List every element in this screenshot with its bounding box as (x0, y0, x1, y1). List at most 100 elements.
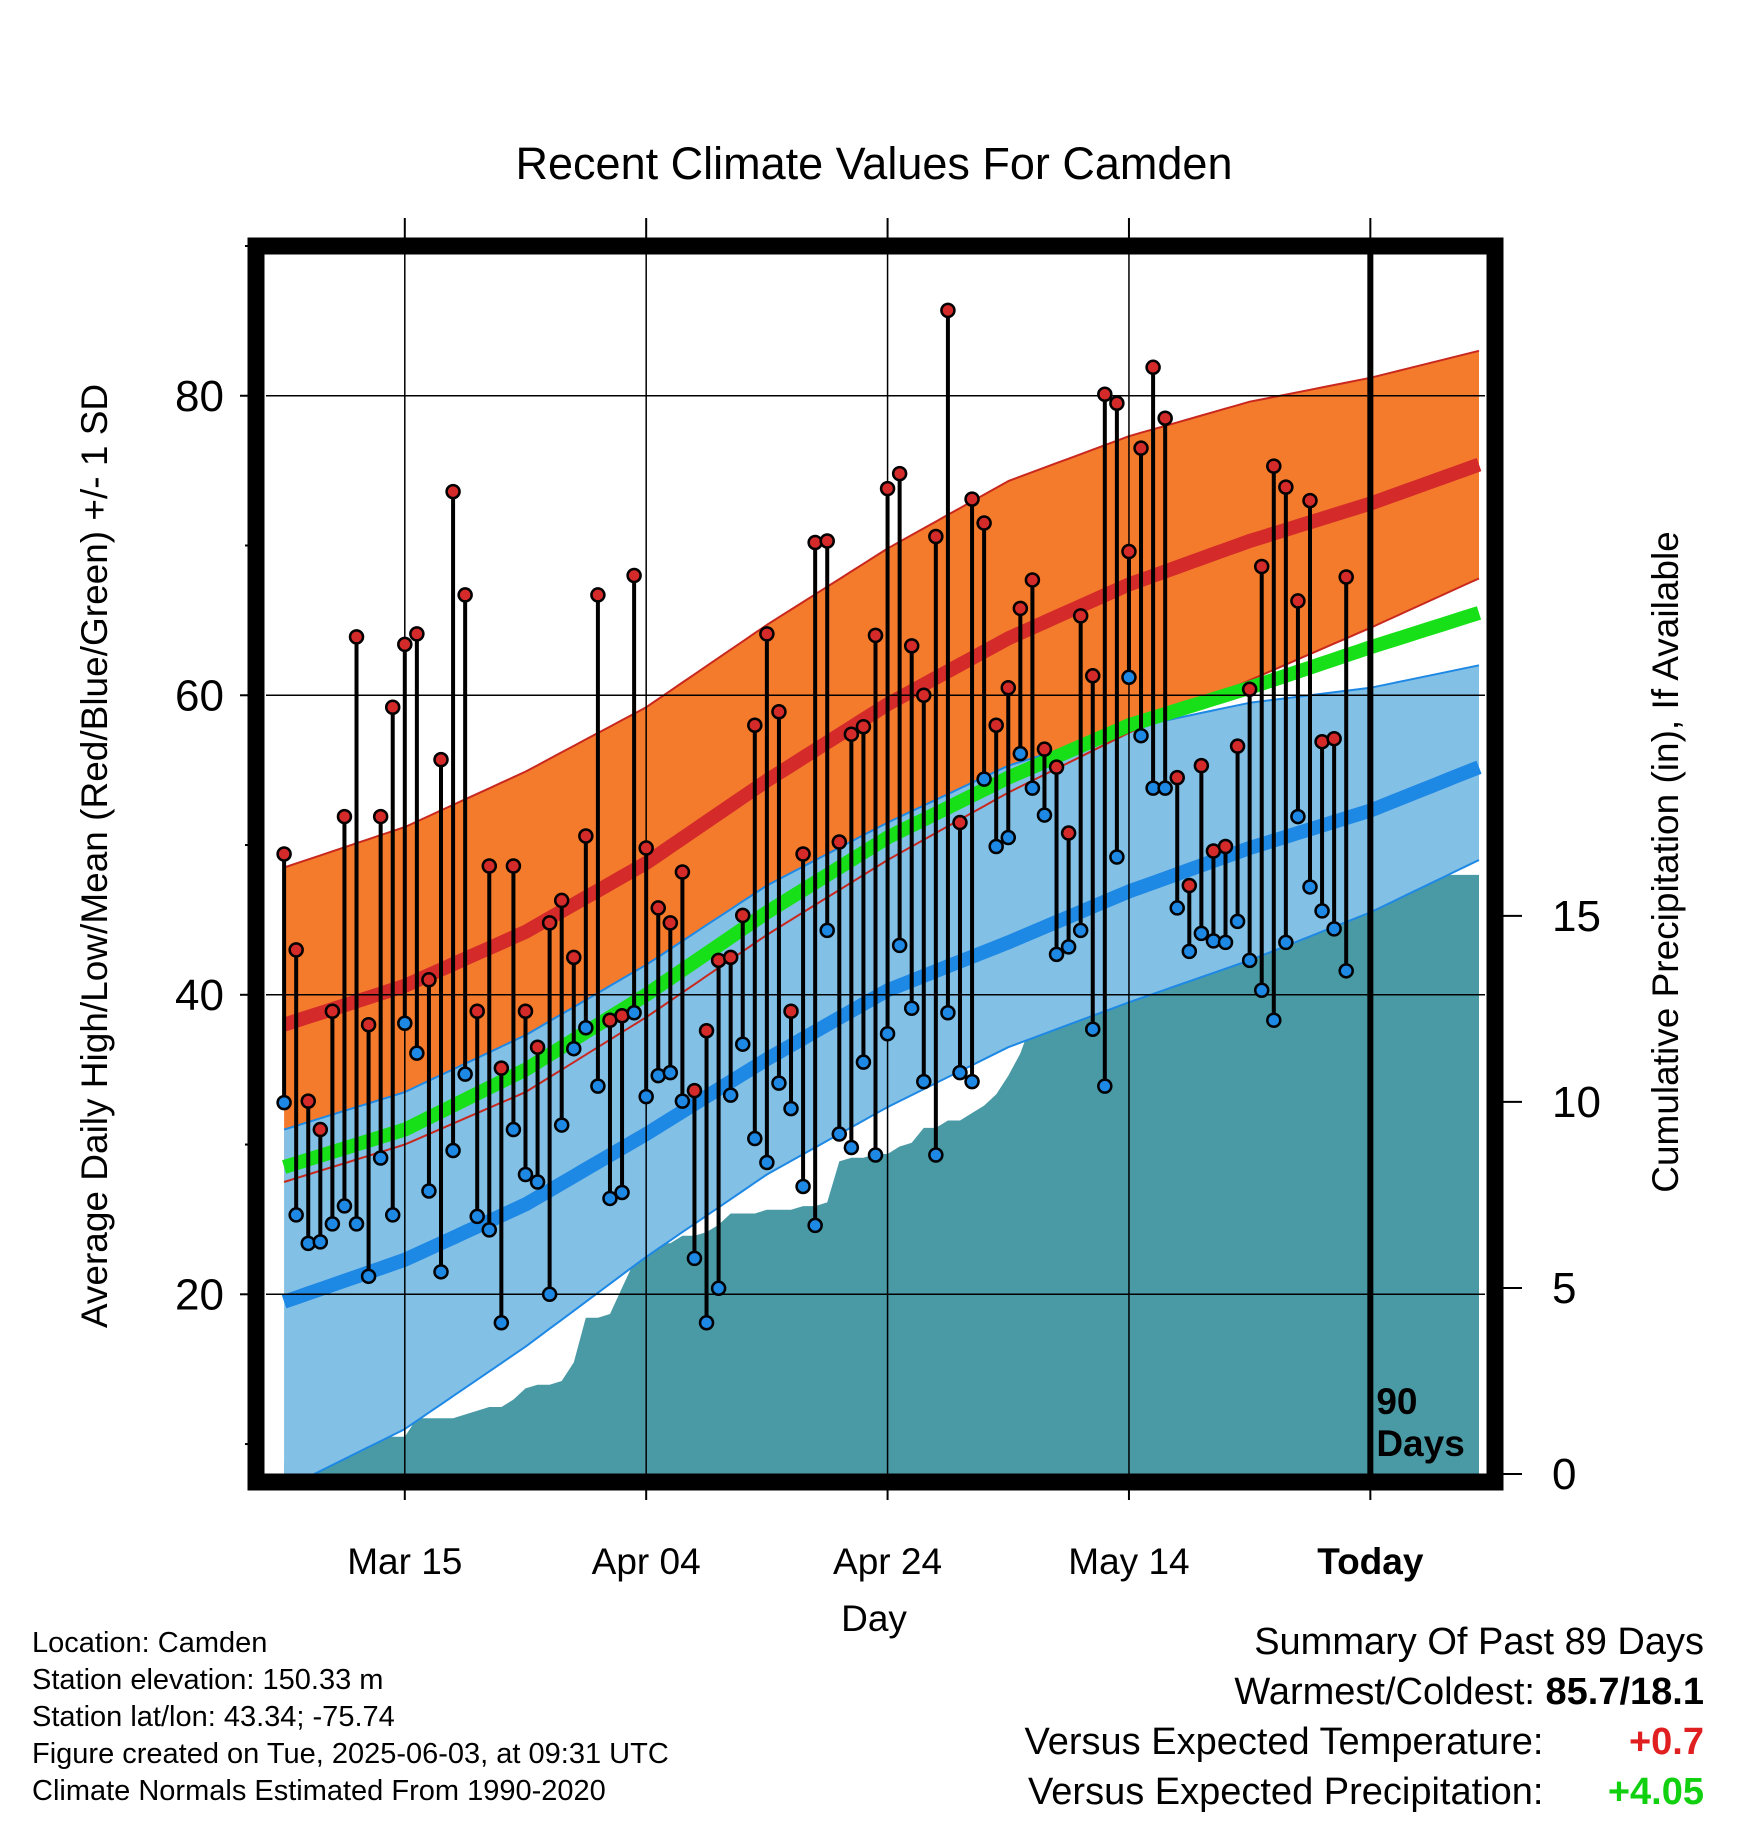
high-point (759, 626, 775, 642)
low-point (626, 1005, 642, 1021)
y2-tick-label: 5 (1552, 1264, 1576, 1313)
low-point (578, 1019, 594, 1036)
low-point (1302, 879, 1318, 895)
precip-anomaly-label: Versus Expected Precipitation: (1028, 1771, 1544, 1813)
low-point (348, 1216, 365, 1232)
low-point (771, 1075, 787, 1091)
low-point (879, 1025, 896, 1042)
low-point (952, 1064, 968, 1081)
low-point (1241, 952, 1258, 969)
y2-axis-label: Cumulative Precipitation (in), If Availa… (1645, 531, 1686, 1193)
high-point (384, 699, 401, 715)
low-point (747, 1130, 763, 1147)
low-point (674, 1093, 691, 1109)
high-point (686, 1082, 703, 1099)
low-point (783, 1100, 799, 1117)
low-upper-line (283, 664, 1480, 1131)
high-point (517, 1003, 534, 1020)
high-point (578, 828, 594, 844)
low-point (795, 1178, 811, 1195)
high-point (372, 808, 389, 825)
high-point (1109, 395, 1125, 411)
y-axis-label: Average Daily High/Low/Mean (Red/Blue/Gr… (74, 384, 115, 1328)
y-tick-label: 60 (175, 671, 224, 720)
low-point (1193, 925, 1210, 942)
summary-heading: Summary Of Past 89 Days (1254, 1621, 1704, 1663)
low-point (421, 1183, 437, 1199)
low-point (1253, 982, 1270, 999)
low-point (614, 1184, 630, 1201)
high-point (529, 1039, 546, 1055)
high-point (831, 834, 848, 850)
high-point (1266, 458, 1282, 474)
low-point (1097, 1078, 1113, 1094)
low-point (397, 1015, 413, 1031)
low-point (481, 1222, 498, 1238)
high-point (952, 814, 968, 831)
low-point (1121, 669, 1137, 686)
y2-tick-label: 15 (1552, 892, 1601, 941)
normals-text: Climate Normals Estimated From 1990-2020 (32, 1775, 606, 1807)
low-point (1024, 780, 1041, 796)
low-point (1000, 829, 1017, 846)
high-point (1338, 569, 1354, 585)
elevation-text: Station elevation: 150.33 m (32, 1664, 384, 1696)
low-point (964, 1073, 980, 1090)
low-point (916, 1073, 932, 1090)
high-point (698, 1022, 715, 1039)
low-point (1036, 807, 1053, 823)
temp-anomaly-row: Versus Expected Temperature: +0.7 (1025, 1717, 1704, 1767)
low-point (1084, 1021, 1101, 1037)
low-point (384, 1207, 401, 1223)
high-point (916, 687, 932, 704)
high-point (795, 846, 811, 862)
low-point (710, 1280, 727, 1297)
high-point (1290, 593, 1306, 609)
low-point (1060, 939, 1077, 955)
high-point (1181, 877, 1198, 894)
low-point (445, 1142, 461, 1159)
high-point (481, 858, 498, 874)
low-point (457, 1066, 473, 1082)
low-point (1048, 946, 1065, 963)
high-point (397, 636, 413, 653)
high-point (1241, 681, 1258, 698)
low-mean-line (281, 760, 1482, 1309)
low-point (831, 1126, 848, 1142)
high-point (1326, 730, 1342, 747)
high-point (312, 1121, 329, 1138)
low-point (1229, 913, 1246, 930)
low-point (807, 1217, 823, 1234)
high-point (819, 533, 835, 549)
latlon-text: Station lat/lon: 43.34; -75.74 (32, 1701, 395, 1733)
low-point (1133, 727, 1149, 744)
high-point (288, 942, 304, 958)
x-tick-label: Today (1317, 1541, 1424, 1582)
low-point (891, 937, 908, 954)
plot-area (266, 246, 1485, 1482)
high-point (1278, 479, 1294, 495)
high-point (626, 567, 642, 584)
y2-tick-label: 10 (1552, 1078, 1601, 1127)
high-point (1024, 572, 1041, 588)
y2-tick-label: 0 (1552, 1450, 1576, 1499)
high-point (964, 491, 980, 507)
low-point (1072, 922, 1089, 939)
high-point (867, 627, 884, 644)
low-point (493, 1314, 510, 1331)
high-point (1133, 440, 1149, 456)
low-point (662, 1064, 679, 1081)
today-label-line: 90 (1376, 1381, 1417, 1422)
precipitation-area (284, 874, 1480, 1474)
high-point (855, 718, 872, 735)
high-point (1302, 492, 1318, 509)
high-point (638, 840, 654, 856)
high-point (1193, 757, 1210, 774)
low-point (698, 1314, 715, 1331)
x-tick-label: Apr 24 (833, 1541, 942, 1582)
low-point (590, 1078, 606, 1094)
low-point (988, 838, 1004, 855)
high-point (1253, 558, 1270, 575)
high-point (1084, 668, 1101, 684)
